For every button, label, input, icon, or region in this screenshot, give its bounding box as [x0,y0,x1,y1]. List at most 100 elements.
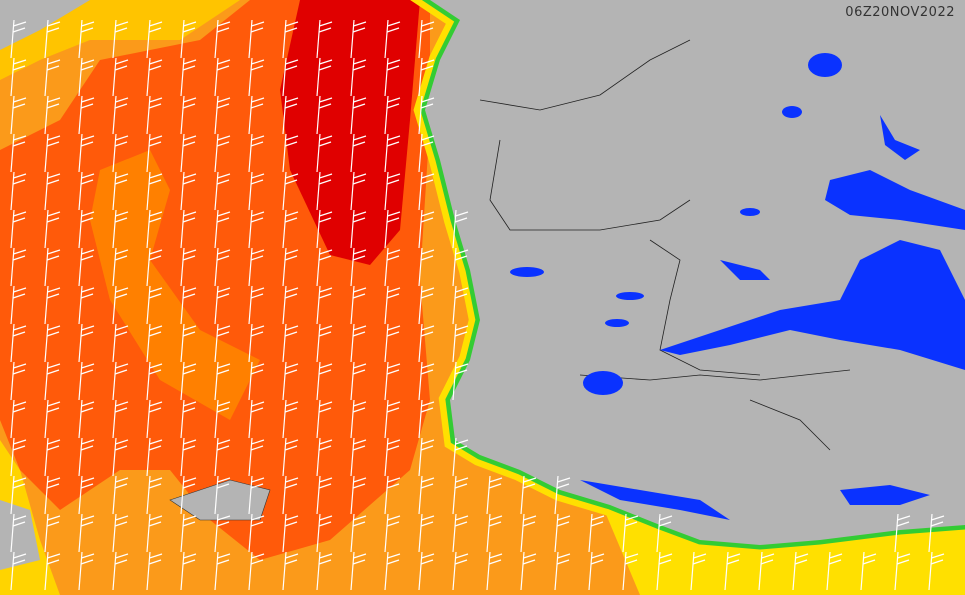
barb-line [44,513,49,553]
barb-line [183,173,197,179]
barb-line [352,141,366,147]
barb-line [387,287,401,293]
barb-line [350,19,355,59]
wind-barb [10,247,27,287]
wind-barb [112,19,129,59]
barb-line [47,287,61,293]
barb-line [386,407,400,413]
barb-line [148,217,162,223]
wind-barb [112,285,129,325]
wind-barb [44,133,61,173]
wind-barb [316,361,333,401]
wind-barb [180,323,197,363]
barb-line [180,209,185,249]
barb-line [115,477,129,483]
barb-line [896,521,910,527]
barb-line [282,19,287,59]
barb-line [44,437,49,477]
barb-line [489,477,503,483]
wind-barb [146,209,163,249]
wind-barb [112,513,129,553]
barb-line [318,65,332,71]
barb-line [149,211,163,217]
wind-barb [180,133,197,173]
wind-barb [282,323,299,363]
barb-line [115,515,129,521]
barb-line [350,133,355,173]
wind-barb [282,209,299,249]
barb-line [112,95,117,135]
wind-barb [44,399,61,439]
barb-line [183,401,197,407]
barb-line [455,249,469,255]
barb-line [81,325,95,331]
barb-line [10,285,15,325]
barb-line [13,515,27,521]
barb-line [251,211,265,217]
barb-line [588,551,593,591]
barb-line [216,407,230,413]
barb-line [78,19,83,59]
barb-line [352,217,366,223]
wind-barb [316,437,333,477]
wind-barb [384,323,401,363]
land-nw [0,0,90,50]
barb-line [183,249,197,255]
barb-line [78,57,83,97]
barb-line [928,513,933,553]
barb-line [250,217,264,223]
barb-line [319,553,333,559]
barb-line [148,103,162,109]
barb-line [418,551,423,591]
barb-line [114,445,128,451]
barb-line [384,399,389,439]
barb-line [251,401,265,407]
wind-barb [350,133,367,173]
wind-barb [520,551,537,591]
wind-barb [384,285,401,325]
barb-line [386,521,400,527]
wind-barb [248,323,265,363]
barb-line [353,553,367,559]
wind-barb [214,171,231,211]
barb-line [421,173,435,179]
barb-line [248,171,253,211]
wind-barb [452,361,469,401]
barb-line [44,551,49,591]
barb-line [216,559,230,565]
barb-line [149,553,163,559]
barb-line [452,513,457,553]
barb-line [10,209,15,249]
barb-line [930,559,944,565]
barb-line [353,135,367,141]
barb-line [216,445,230,451]
wind-barb [78,95,95,135]
wind-barb [554,475,571,515]
wind-barb [180,551,197,591]
barb-line [384,95,389,135]
barb-line [80,369,94,375]
barb-line [282,399,287,439]
wind-barb [78,513,95,553]
barb-line [148,27,162,33]
barb-line [897,553,911,559]
barb-line [284,369,298,375]
wind-barb [44,475,61,515]
barb-line [112,133,117,173]
barb-line [146,475,151,515]
barb-line [47,325,61,331]
barb-line [216,369,230,375]
barb-line [44,57,49,97]
wind-barb [10,551,27,591]
barb-line [146,285,151,325]
barb-line [318,521,332,527]
barb-line [149,325,163,331]
barb-line [319,249,333,255]
barb-line [81,173,95,179]
wind-barb [214,475,231,515]
barb-line [386,483,400,489]
barb-line [352,483,366,489]
barb-line [217,325,231,331]
